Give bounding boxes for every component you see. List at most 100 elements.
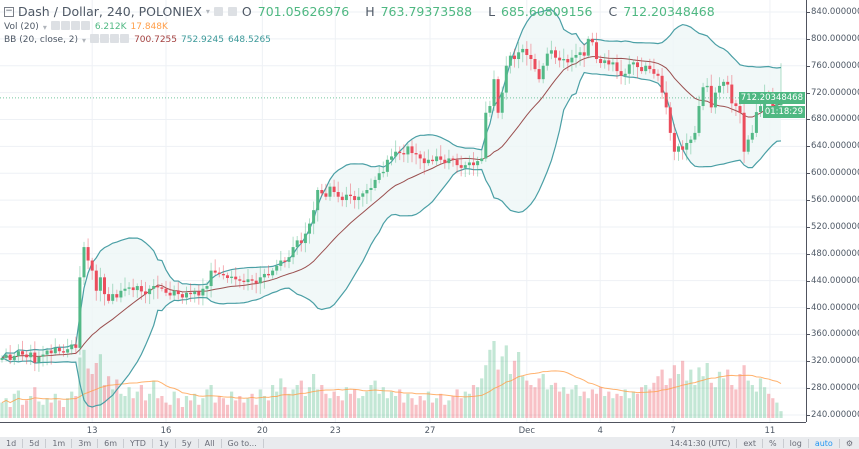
candle-body [521, 48, 525, 53]
dropdown-icon[interactable]: ▾ [82, 35, 87, 45]
volume-bar [209, 385, 213, 418]
candle-body [685, 142, 689, 150]
range-button[interactable]: 1m [46, 438, 73, 448]
volume-bar [213, 402, 217, 418]
volume-bar [742, 365, 746, 418]
close-icon[interactable] [120, 34, 130, 43]
volume-bar [217, 396, 221, 418]
volume-bar [160, 396, 164, 418]
volume-bar [230, 391, 234, 418]
candle-body [709, 85, 713, 108]
candle-body [74, 344, 78, 348]
ext-toggle[interactable]: ext [737, 438, 763, 448]
time-axis[interactable]: 13 16 20 23 27 Dec 4 7 11 [0, 422, 806, 437]
range-button[interactable]: Go to... [222, 438, 264, 448]
price-tick [807, 146, 810, 148]
symbol-legend: − Dash / Dollar, 240, POLONIEX ▾ O 701.05… [4, 4, 727, 19]
candle-body [246, 279, 250, 283]
candle-body [537, 69, 541, 80]
bb-fill [2, 9, 781, 408]
volume-bar [66, 398, 70, 418]
gear-icon[interactable]: ⚙ [845, 438, 853, 448]
time-tick-label: 23 [329, 426, 341, 436]
candle-body [148, 288, 152, 295]
volume-bar [615, 393, 619, 418]
candle-body [111, 294, 115, 301]
candle-body [681, 146, 685, 150]
eye-icon[interactable] [50, 21, 60, 30]
settings-icon[interactable] [60, 21, 70, 30]
volume-bar [467, 393, 471, 418]
volume-bar [16, 390, 20, 418]
volume-bar [135, 391, 139, 418]
candle-body [554, 50, 557, 58]
dropdown-icon[interactable]: ▾ [42, 22, 47, 32]
candle-body [451, 158, 455, 160]
add-icon[interactable] [70, 21, 80, 30]
volume-bar [525, 380, 529, 418]
range-button[interactable]: All [199, 438, 222, 448]
settings-icon[interactable] [100, 34, 110, 43]
candle-body [668, 107, 672, 133]
volume-bar [78, 357, 82, 418]
volume-bar [90, 374, 94, 418]
range-button[interactable]: YTD [124, 438, 153, 448]
range-button[interactable]: 6m [98, 438, 125, 448]
percent-toggle[interactable]: % [763, 438, 784, 448]
volume-ma-value: 17.848K [130, 22, 168, 32]
candle-body [529, 54, 533, 60]
volume-bar [750, 385, 754, 418]
candle-body [49, 350, 53, 354]
volume-bar [0, 402, 4, 418]
time-tick-label: 13 [86, 426, 98, 436]
bb-indicator-name[interactable]: BB (20, close, 2) [4, 35, 79, 45]
price-tick [807, 334, 810, 336]
range-button[interactable]: 5y [176, 438, 199, 448]
price-chart[interactable] [0, 0, 806, 422]
volume-bar [143, 400, 148, 418]
volume-bar [734, 389, 738, 418]
candle-body [62, 351, 65, 353]
settings-icon[interactable] [227, 7, 237, 16]
volume-bar [713, 387, 717, 418]
volume-indicator-name[interactable]: Vol (20) [4, 22, 39, 32]
candle-body [189, 292, 193, 295]
volume-bar [394, 396, 398, 418]
dropdown-icon[interactable]: ▾ [205, 7, 210, 16]
volume-bar [635, 393, 640, 418]
price-tick-label: 760.000000000 [811, 60, 859, 71]
volume-bar [414, 404, 418, 418]
price-tick-label: 560.000000000 [811, 195, 859, 206]
candle-body [226, 275, 229, 278]
volume-bar [20, 404, 25, 418]
eye-icon[interactable] [213, 7, 223, 16]
range-button[interactable]: 1y [153, 438, 176, 448]
log-toggle[interactable]: log [784, 438, 809, 448]
eye-icon[interactable] [90, 34, 100, 43]
add-icon[interactable] [110, 34, 120, 43]
price-tick-label: 360.000000000 [811, 329, 859, 340]
collapse-icon[interactable]: − [4, 5, 14, 17]
range-button[interactable]: 1d [0, 438, 24, 448]
candle-body [746, 139, 750, 152]
volume-bar [295, 385, 299, 418]
volume-bar [685, 380, 689, 418]
price-tick [807, 388, 810, 390]
candle-body [291, 247, 295, 258]
auto-toggle[interactable]: auto [809, 438, 840, 448]
volume-bar [652, 382, 656, 418]
close-icon[interactable] [80, 21, 90, 30]
volume-bar [496, 369, 500, 418]
range-button[interactable]: 3m [72, 438, 99, 448]
range-button[interactable]: 5d [23, 438, 47, 448]
price-axis[interactable]: 840.000000000 800.000000000 760.000000000 7… [806, 0, 859, 422]
volume-bar [49, 402, 53, 418]
candle-body [693, 132, 697, 140]
time-tick-label: 11 [764, 426, 776, 436]
candle-body [4, 354, 8, 358]
price-tick [807, 361, 810, 363]
volume-bar [681, 360, 685, 418]
candle-body [443, 159, 447, 164]
symbol-title[interactable]: Dash / Dollar, 240, POLONIEX [18, 4, 202, 19]
volume-bar [344, 387, 348, 418]
